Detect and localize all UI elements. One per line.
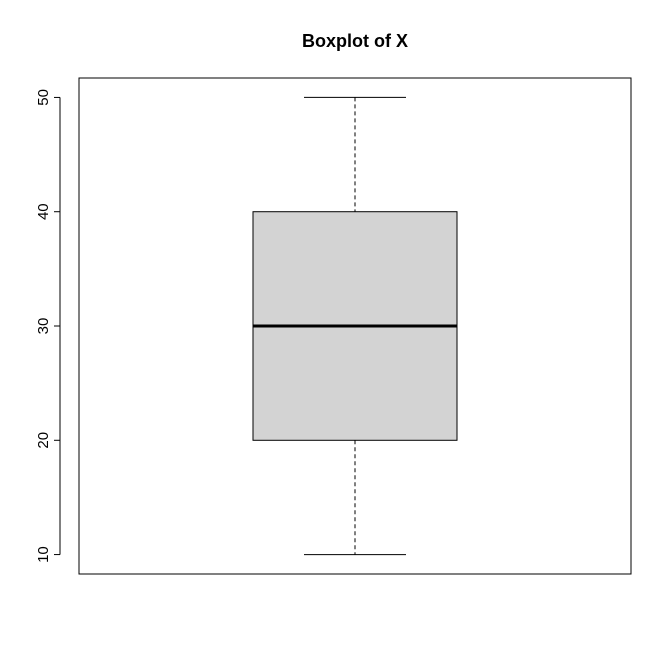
chart-title: Boxplot of X [302,31,408,51]
y-tick-label: 10 [35,546,52,563]
y-axis: 10 20 30 40 50 [35,89,61,563]
y-tick-label: 40 [35,203,52,220]
y-tick-label: 30 [35,318,52,335]
y-tick-label: 50 [35,89,52,106]
plot-frame [78,77,632,575]
y-tick-label: 20 [35,432,52,449]
box-group [252,96,458,556]
